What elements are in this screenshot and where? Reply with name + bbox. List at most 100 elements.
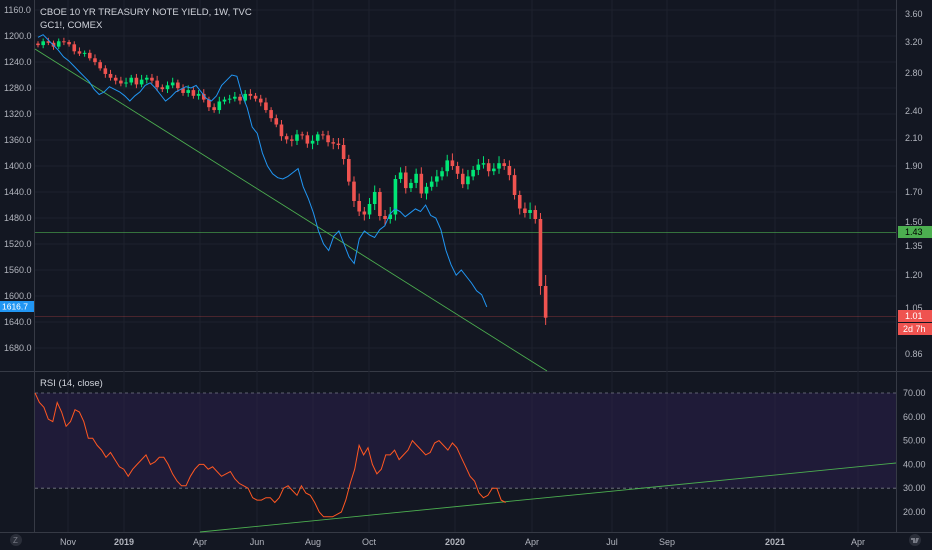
candle xyxy=(196,90,201,100)
candle xyxy=(492,163,496,176)
candle xyxy=(217,96,222,114)
candle xyxy=(331,138,336,150)
candle xyxy=(424,182,429,200)
candle xyxy=(82,50,87,57)
candle xyxy=(238,93,242,105)
candle xyxy=(129,74,134,86)
candle xyxy=(191,87,196,99)
left-axis-tick: 1280.0 xyxy=(4,83,32,93)
left-axis-tick: 1200.0 xyxy=(4,31,32,41)
gold-overlay-line xyxy=(37,34,488,308)
candle xyxy=(352,176,356,207)
right-axis-tick: 2.40 xyxy=(905,106,923,116)
candle xyxy=(150,73,154,84)
candle xyxy=(300,131,304,140)
right-countdown-badge xyxy=(898,323,932,335)
candle xyxy=(212,103,216,113)
left-current-value-badge xyxy=(0,301,34,312)
candle xyxy=(429,176,434,191)
candle xyxy=(310,135,315,150)
main-series-title[interactable]: CBOE 10 YR TREASURY NOTE YIELD, 1W, TVC xyxy=(40,7,252,18)
candle xyxy=(165,81,170,93)
time-axis-label: Jul xyxy=(606,537,618,547)
right-level-badge-text: 1.43 xyxy=(905,227,923,237)
candle xyxy=(119,76,123,87)
candle xyxy=(305,131,310,148)
time-axis-label: Oct xyxy=(362,537,377,547)
candle xyxy=(388,207,393,224)
rsi-axis-tick: 30.00 xyxy=(903,483,926,493)
right-price-axis[interactable]: 3.60 3.20 2.80 2.40 2.10 1.90 1.70 1.50 1.35 1.20… xyxy=(905,9,923,359)
left-axis-tick: 1240.0 xyxy=(4,57,32,67)
candle xyxy=(253,92,258,102)
rsi-title[interactable]: RSI (14, close) xyxy=(40,378,103,389)
left-price-axis[interactable]: 1160.0 1200.0 1240.0 1280.0 1320.0 1360.0 1400… xyxy=(4,5,32,353)
rsi-axis-tick: 60.00 xyxy=(903,412,926,422)
candle xyxy=(279,120,284,141)
candle xyxy=(36,41,40,48)
candle xyxy=(347,154,351,186)
right-axis-tick: 1.50 xyxy=(905,217,923,227)
candle xyxy=(517,190,522,215)
candle xyxy=(409,179,413,192)
right-axis-tick: 1.20 xyxy=(905,270,923,280)
rsi-axis[interactable]: 70.00 60.00 50.00 40.00 30.00 20.00 xyxy=(903,388,926,517)
candle xyxy=(181,84,185,96)
candle xyxy=(528,202,532,219)
time-axis-label: Apr xyxy=(525,537,539,547)
right-axis-tick: 2.80 xyxy=(905,68,923,78)
candle xyxy=(93,54,97,66)
candle xyxy=(455,161,460,179)
candle xyxy=(243,90,247,104)
candle xyxy=(512,168,517,200)
svg-text:Z: Z xyxy=(13,536,18,545)
candle xyxy=(274,114,279,128)
candle xyxy=(222,96,227,105)
right-axis-tick: 1.05 xyxy=(905,303,923,313)
candle xyxy=(113,74,118,85)
candle xyxy=(450,153,455,170)
candle xyxy=(419,167,424,198)
candle xyxy=(466,169,470,190)
candle xyxy=(144,74,149,84)
rsi-trendline[interactable] xyxy=(199,462,897,533)
left-axis-tick: 1560.0 xyxy=(4,265,32,275)
price-trendline[interactable] xyxy=(34,48,548,372)
candle xyxy=(139,74,144,88)
right-axis-tick: 1.90 xyxy=(905,161,923,171)
candle xyxy=(372,185,377,210)
candle xyxy=(543,275,548,325)
right-axis-tick: 1.35 xyxy=(905,241,923,251)
candle xyxy=(326,130,330,147)
left-axis-tick: 1160.0 xyxy=(4,5,31,15)
candle xyxy=(295,129,299,145)
candle xyxy=(476,159,481,176)
right-axis-tick: 0.86 xyxy=(905,349,923,359)
time-axis-label: Aug xyxy=(305,537,321,547)
time-axis-label: Jun xyxy=(250,537,265,547)
candle xyxy=(398,167,403,183)
candle xyxy=(124,77,128,88)
candle xyxy=(56,38,61,49)
candle xyxy=(290,135,294,147)
right-axis-tick: 1.70 xyxy=(905,187,923,197)
z-logo-icon[interactable]: Z xyxy=(10,534,22,546)
time-axis[interactable]: Nov 2019 Apr Jun Aug Oct 2020 Apr Jul Sep 2021 Apr xyxy=(60,537,865,547)
time-axis-label: 2020 xyxy=(445,537,465,547)
rsi-axis-tick: 70.00 xyxy=(903,388,926,398)
left-axis-tick: 1480.0 xyxy=(4,213,32,223)
candle xyxy=(403,166,408,194)
time-axis-label: 2019 xyxy=(114,537,134,547)
tradingview-logo-icon[interactable] xyxy=(909,534,921,546)
right-axis-tick: 3.60 xyxy=(905,9,923,19)
rsi-axis-tick: 20.00 xyxy=(903,507,926,517)
candle xyxy=(88,49,92,61)
candle xyxy=(481,156,486,169)
candle xyxy=(72,41,77,55)
left-current-value-text: 1616.7 xyxy=(2,302,28,312)
candle xyxy=(502,159,506,170)
overlay-series-title[interactable]: GC1!, COMEX xyxy=(40,20,103,31)
candle xyxy=(523,202,527,218)
